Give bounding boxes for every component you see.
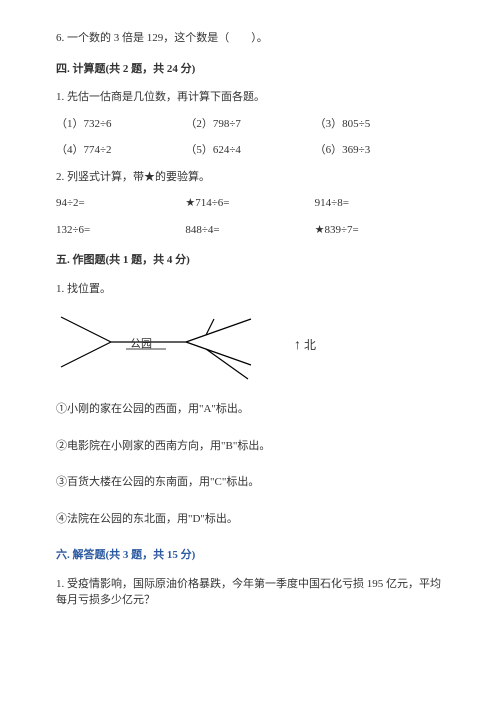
- diagram-container: 公园 ↑ 北: [56, 307, 444, 383]
- north-indicator: ↑ 北: [294, 335, 316, 356]
- calc-item: ★714÷6=: [185, 195, 314, 212]
- sec5-item4: ④法院在公园的东北面，用"D"标出。: [56, 511, 444, 528]
- sec4-q2: 2. 列竖式计算，带★的要验算。: [56, 169, 444, 186]
- sec4-q2-row2: 132÷6= 848÷4= ★839÷7=: [56, 222, 444, 239]
- sec5-item1: ①小刚的家在公园的西面，用"A"标出。: [56, 401, 444, 418]
- park-diagram: 公园: [56, 307, 266, 383]
- sec5-item2: ②电影院在小刚家的西南方向，用"B"标出。: [56, 438, 444, 455]
- calc-item: 94÷2=: [56, 195, 185, 212]
- calc-item: （4）774÷2: [56, 142, 185, 159]
- sec4-q1-row2: （4）774÷2 （5）624÷4 （6）369÷3: [56, 142, 444, 159]
- calc-item: （3）805÷5: [315, 116, 444, 133]
- question-6: 6. 一个数的 3 倍是 129，这个数是（ ）。: [56, 30, 444, 47]
- calc-item: 848÷4=: [185, 222, 314, 239]
- calc-item: （6）369÷3: [315, 142, 444, 159]
- calc-item: （1）732÷6: [56, 116, 185, 133]
- sec4-q2-row1: 94÷2= ★714÷6= 914÷8=: [56, 195, 444, 212]
- calc-item: （2）798÷7: [185, 116, 314, 133]
- north-label: 北: [304, 336, 316, 354]
- sec4-q1: 1. 先估一估商是几位数，再计算下面各题。: [56, 89, 444, 106]
- north-arrow-icon: ↑: [294, 335, 301, 356]
- section-4-title: 四. 计算题(共 2 题，共 24 分): [56, 61, 444, 78]
- calc-item: （5）624÷4: [185, 142, 314, 159]
- section-6-title: 六. 解答题(共 3 题，共 15 分): [56, 547, 444, 564]
- calc-item: 914÷8=: [315, 195, 444, 212]
- sec6-q1: 1. 受疫情影响，国际原油价格暴跌，今年第一季度中国石化亏损 195 亿元，平均…: [56, 576, 444, 609]
- calc-item: ★839÷7=: [315, 222, 444, 239]
- sec4-q1-row1: （1）732÷6 （2）798÷7 （3）805÷5: [56, 116, 444, 133]
- calc-item: 132÷6=: [56, 222, 185, 239]
- sec5-q1: 1. 找位置。: [56, 281, 444, 298]
- section-5-title: 五. 作图题(共 1 题，共 4 分): [56, 252, 444, 269]
- sec5-item3: ③百货大楼在公园的东南面，用"C"标出。: [56, 474, 444, 491]
- park-label: 公园: [130, 337, 152, 350]
